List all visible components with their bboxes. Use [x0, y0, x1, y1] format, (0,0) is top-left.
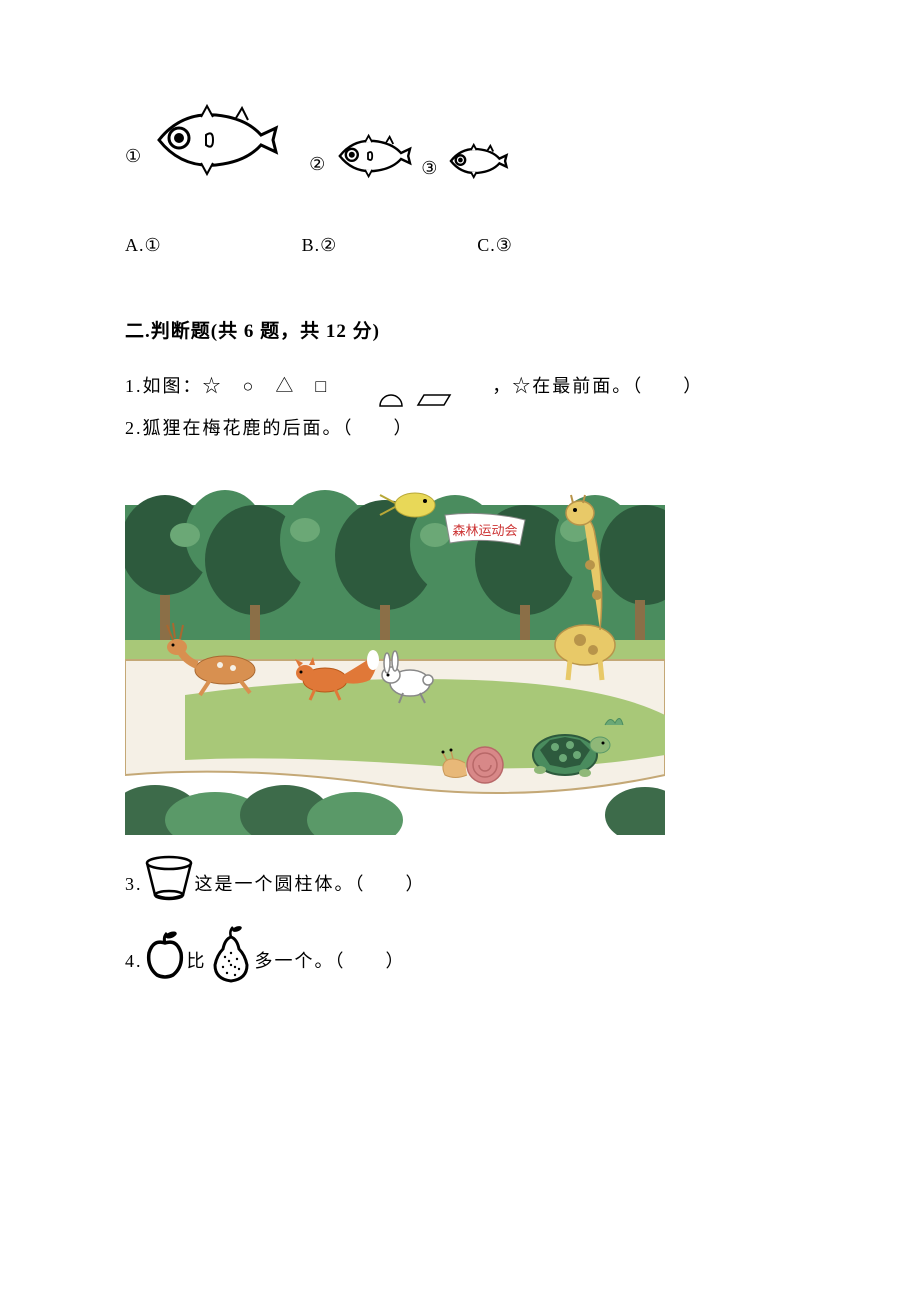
pear-icon: [207, 925, 255, 998]
question-4: 4. 比 多一个。（ ）: [125, 925, 795, 998]
fish-icon-large: [151, 100, 281, 185]
svg-text:森林运动会: 森林运动会: [452, 523, 517, 538]
q4-mid: 比: [187, 942, 207, 982]
option-b: B.②: [302, 235, 338, 256]
fish-label-2: ②: [309, 154, 325, 175]
forest-race-scene: 森林运动会: [125, 465, 665, 835]
fish-label-1: ①: [125, 146, 141, 167]
section-2-title: 二.判断题(共 6 题，共 12 分): [125, 316, 795, 343]
fish-label-3: ③: [421, 158, 437, 179]
q3-prefix: 3.: [125, 865, 143, 905]
q1-suffix: ，☆在最前面。（ ）: [492, 367, 703, 407]
question-2: 2.狐狸在梅花鹿的后面。（ ）: [125, 409, 795, 449]
parallelogram-icon: [416, 393, 452, 407]
fish-options-row: ① ② ③: [125, 100, 795, 185]
question-1: 1.如图：☆ ○ △ □ ，☆在最前面。（ ）: [125, 367, 795, 407]
q3-suffix: 这是一个圆柱体。（ ）: [195, 865, 426, 905]
option-c: C.③: [477, 235, 513, 256]
apple-icon: [143, 929, 187, 994]
question-3: 3. 这是一个圆柱体。（ ）: [125, 855, 795, 916]
q1-shapes: [378, 393, 452, 407]
fish-icon-medium: [335, 132, 413, 185]
q1-prefix: 1.如图：☆ ○ △ □: [125, 367, 328, 407]
q4-suffix: 多一个。（ ）: [255, 942, 406, 982]
option-a: A.①: [125, 235, 162, 256]
semicircle-icon: [378, 393, 404, 407]
answer-options: A.① B.② C.③: [125, 235, 795, 256]
q2-text: 2.狐狸在梅花鹿的后面。（ ）: [125, 409, 414, 449]
cup-icon: [143, 855, 195, 916]
q4-prefix: 4.: [125, 942, 143, 982]
fish-icon-small: [447, 142, 509, 185]
